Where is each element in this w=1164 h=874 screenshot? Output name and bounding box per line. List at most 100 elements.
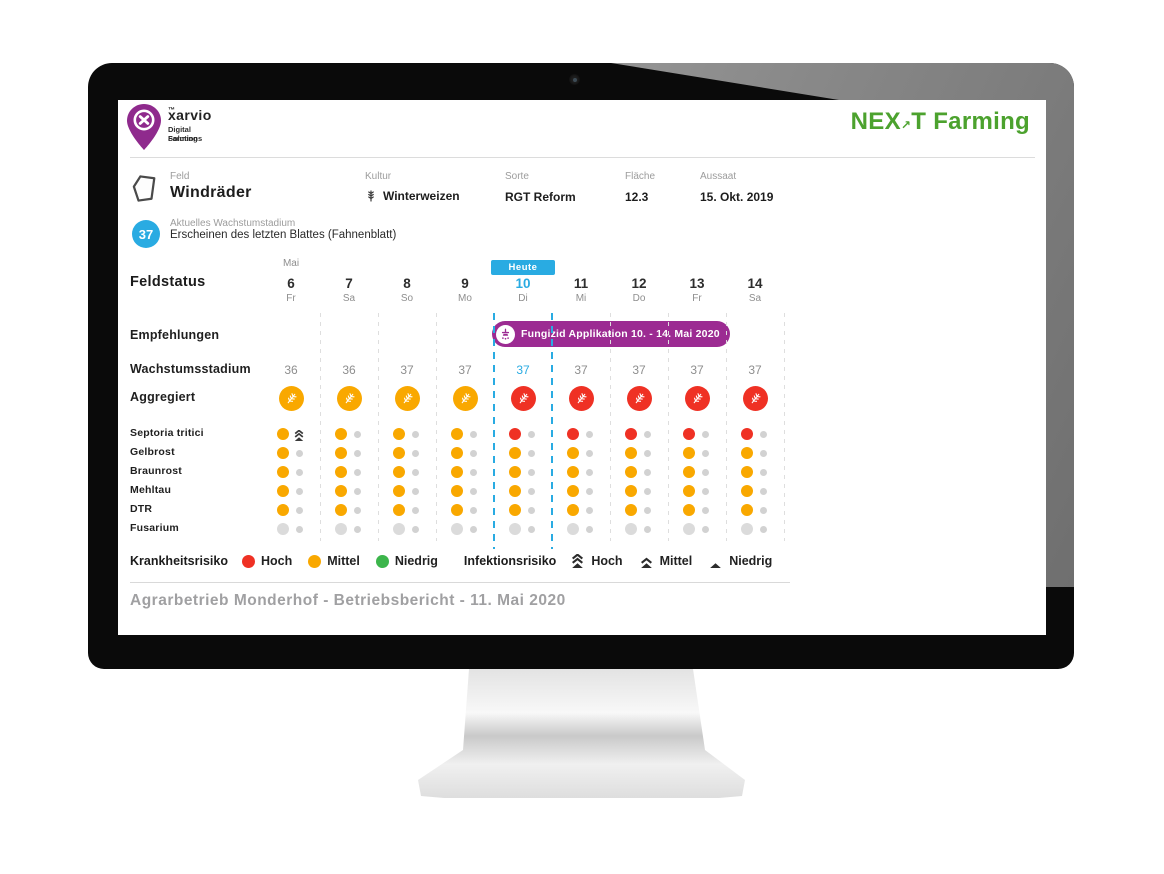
disease-risk-dot — [509, 428, 521, 440]
day-weekday: Di — [518, 293, 528, 304]
legend-item-krankheit-mittel: Mittel — [308, 554, 360, 568]
header-divider — [130, 157, 1035, 158]
day-number[interactable]: 14 — [747, 276, 763, 291]
disease-risk-dot — [335, 485, 347, 497]
day-number[interactable]: 8 — [403, 276, 411, 291]
day-weekday: Do — [632, 293, 646, 304]
day-number[interactable]: 10 — [515, 276, 531, 291]
disease-risk-dot — [567, 447, 579, 459]
infection-risk-dot — [469, 525, 477, 533]
sorte-label: Sorte — [505, 171, 529, 182]
day-number[interactable]: 6 — [287, 276, 295, 291]
disease-risk-dot — [741, 485, 753, 497]
infection-risk-dot — [295, 525, 303, 533]
yellow-dot-icon — [308, 554, 322, 568]
monitor-stand — [418, 669, 745, 798]
xarvio-logo-pin-icon — [125, 103, 163, 151]
disease-risk-dot — [683, 428, 695, 440]
disease-risk-dot — [277, 523, 289, 535]
disease-risk-dot — [451, 428, 463, 440]
disease-risk-dot — [335, 447, 347, 459]
disease-row-label: Braunrost — [130, 465, 182, 477]
infection-risk-dot — [759, 430, 767, 438]
day-weekday: Mi — [575, 293, 587, 304]
infection-risk-dot — [353, 525, 361, 533]
aggregated-risk-icon — [394, 386, 420, 411]
infection-risk-dot — [527, 430, 535, 438]
disease-risk-dot — [683, 447, 695, 459]
feld-label: Feld — [170, 171, 190, 182]
growth-stage-value: 37 — [748, 363, 762, 377]
infection-risk-dot — [411, 430, 419, 438]
growth-stage-badge: 37 — [132, 220, 160, 248]
disease-risk-dot — [625, 428, 637, 440]
growth-stage-value: 37 — [632, 363, 646, 377]
aggregated-risk-icon — [742, 386, 768, 411]
disease-risk-dot — [567, 504, 579, 516]
infection-risk-dot — [701, 468, 709, 476]
infection-risk-dot — [585, 487, 593, 495]
infection-high-icon — [570, 553, 585, 568]
krankheitsrisiko-legend-label: Krankheitsrisiko — [130, 554, 228, 568]
disease-risk-dot — [277, 485, 289, 497]
infection-risk-dot — [353, 487, 361, 495]
infection-risk-dot — [411, 506, 419, 514]
growth-stage-value: 37 — [516, 363, 530, 377]
aggregated-risk-icon — [684, 386, 710, 411]
disease-risk-dot — [335, 504, 347, 516]
disease-risk-dot — [567, 428, 579, 440]
day-column-separator — [668, 313, 669, 541]
next-farming-logo: NEX↗T Farming — [850, 108, 1030, 135]
disease-risk-dot — [741, 447, 753, 459]
disease-risk-dot — [277, 447, 289, 459]
disease-risk-dot — [683, 466, 695, 478]
day-number[interactable]: 9 — [461, 276, 469, 291]
legend-item-infektion-mittel: Mittel — [639, 554, 692, 568]
aggregated-risk-icon — [568, 386, 594, 411]
disease-risk-dot — [741, 523, 753, 535]
disease-row-label: Mehltau — [130, 484, 172, 496]
month-label: Mai — [282, 258, 300, 269]
aggregiert-row-label: Aggregiert — [130, 390, 196, 404]
infection-risk-dot — [585, 449, 593, 457]
growth-stage-description: Erscheinen des letzten Blattes (Fahnenbl… — [170, 229, 397, 241]
day-number[interactable]: 12 — [631, 276, 647, 291]
infection-risk-dot — [411, 525, 419, 533]
disease-risk-dot — [741, 428, 753, 440]
day-column-separator — [726, 313, 727, 541]
disease-risk-dot — [683, 504, 695, 516]
wachstumsstadium-row-label: Wachstumsstadium — [130, 362, 251, 376]
flaeche-value: 12.3 — [625, 190, 649, 204]
day-number[interactable]: 11 — [573, 276, 589, 291]
infection-risk-dot — [643, 506, 651, 514]
legend-item-infektion-niedrig: Niedrig — [708, 554, 772, 568]
day-number[interactable]: 7 — [345, 276, 353, 291]
recommendation-badge[interactable]: Fungizid Applikation 10. - 14. Mai 2020 — [492, 321, 730, 347]
disease-risk-dot — [335, 466, 347, 478]
today-badge: Heute — [491, 260, 555, 275]
disease-risk-dot — [567, 485, 579, 497]
disease-risk-dot — [393, 447, 405, 459]
day-column-separator — [378, 313, 379, 541]
growth-stage-value: 37 — [458, 363, 472, 377]
disease-risk-dot — [741, 466, 753, 478]
legend-divider — [130, 582, 790, 583]
disease-risk-dot — [567, 523, 579, 535]
kultur-value-group: Winterweizen — [365, 188, 460, 204]
infection-risk-dot — [295, 506, 303, 514]
day-weekday: Sa — [342, 293, 356, 304]
infection-low-icon — [708, 555, 723, 568]
infection-risk-dot — [759, 449, 767, 457]
aussaat-value: 15. Okt. 2019 — [700, 190, 774, 204]
day-number[interactable]: 13 — [689, 276, 705, 291]
disease-risk-dot — [625, 466, 637, 478]
today-column-separator — [493, 313, 495, 549]
infection-risk-dot — [353, 449, 361, 457]
today-column-separator — [551, 313, 553, 549]
infection-risk-dot — [701, 506, 709, 514]
infection-risk-dot — [469, 468, 477, 476]
infection-risk-dot — [643, 525, 651, 533]
disease-risk-dot — [277, 504, 289, 516]
infection-medium-icon — [639, 555, 654, 568]
infection-risk-dot — [759, 468, 767, 476]
